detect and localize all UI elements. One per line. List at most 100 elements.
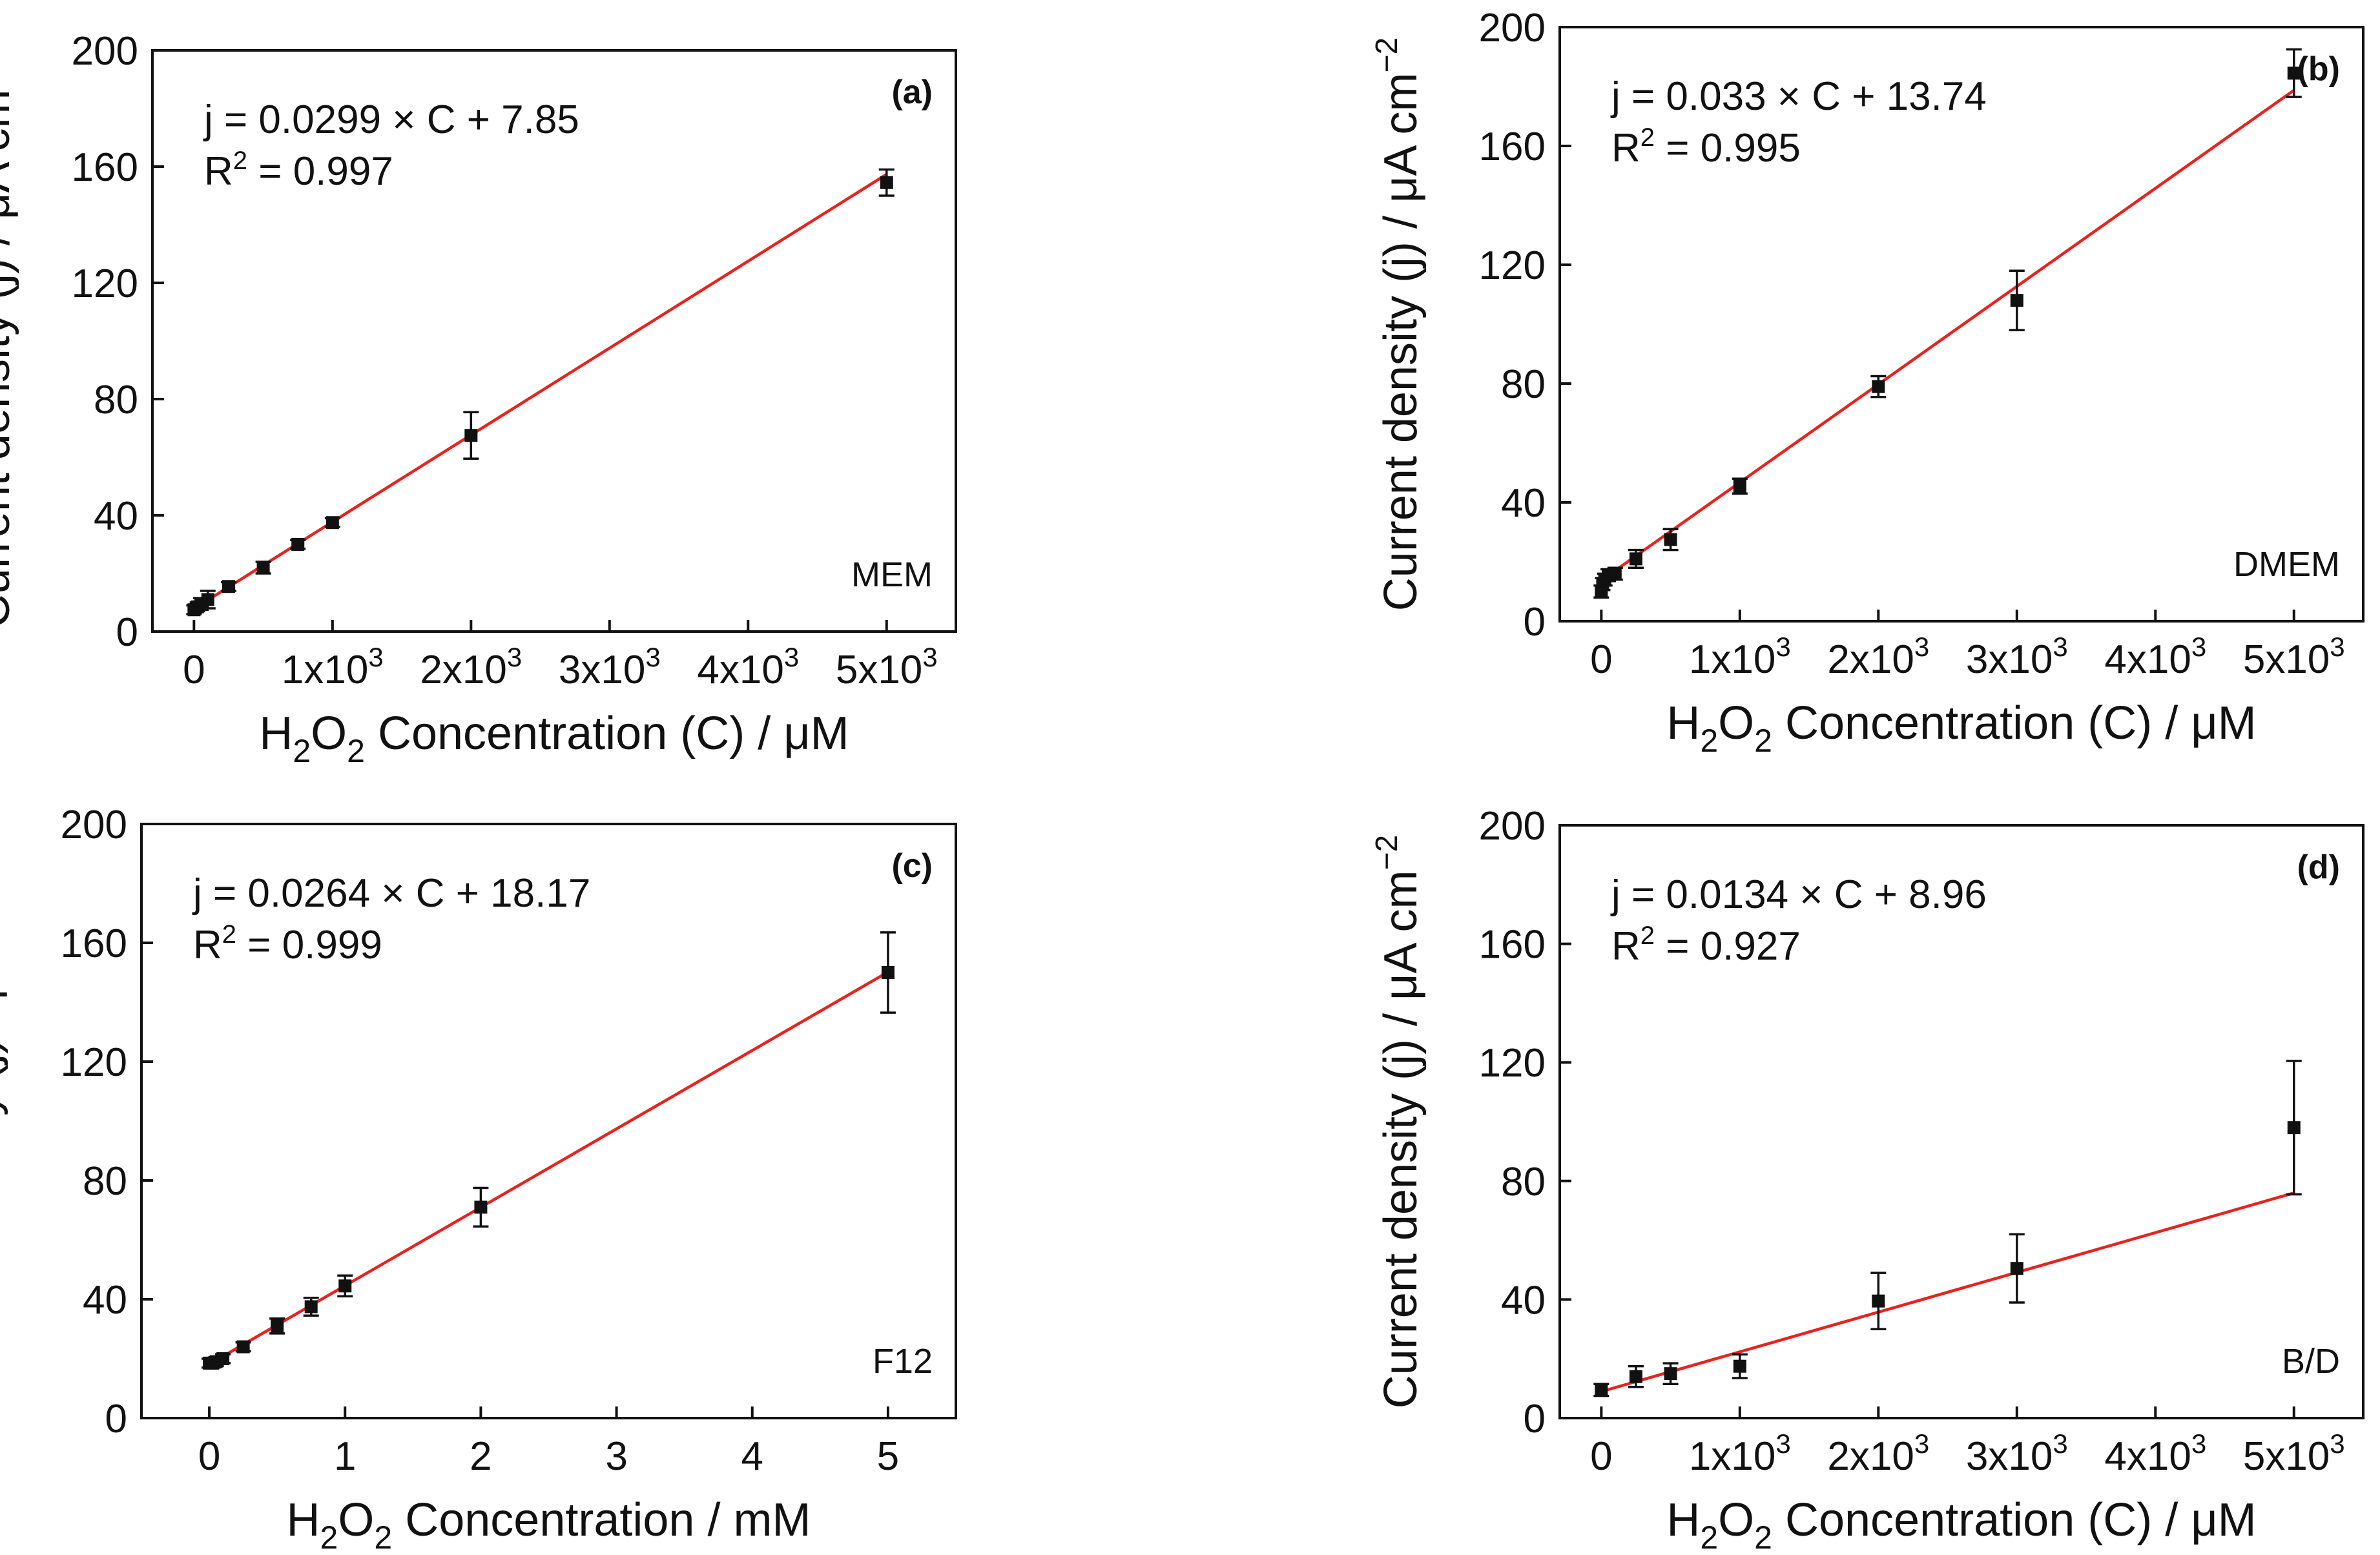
r-squared: R2 = 0.997: [204, 147, 393, 194]
x-tick-label: 1x103: [1689, 632, 1791, 682]
r-squared: R2 = 0.927: [1611, 922, 1801, 969]
x-tick-exponent: 3: [2191, 632, 2206, 662]
medium-label: B/D: [2282, 1342, 2340, 1381]
data-point: [1733, 479, 1746, 493]
chart-panel-b: 0 40 80 120 160 200 0 1x103 2x103 3x103 4x103 5x103…: [1370, 6, 2364, 759]
superscript: 2: [1640, 123, 1655, 152]
x-tick-exponent: 3: [1914, 632, 1929, 662]
x-tick-label: 0: [183, 648, 205, 692]
x-tick-exponent: 3: [2191, 1428, 2206, 1459]
y-tick-label: 80: [1501, 1160, 1546, 1204]
data-point: [1664, 1367, 1677, 1381]
x-tick-label: 3x103: [1966, 1428, 2068, 1479]
fit-line: [1600, 88, 2295, 582]
plot-frame: [1558, 26, 2364, 623]
fit-line: [208, 971, 889, 1366]
y-tick-label: 40: [1501, 1278, 1546, 1323]
superscript: −2: [1370, 37, 1404, 73]
x-tick-label: 2: [470, 1434, 492, 1479]
subscript: 2: [1700, 723, 1718, 759]
data-point: [474, 1200, 488, 1214]
data-point: [201, 593, 214, 606]
data-point: [2010, 294, 2023, 307]
y-tick-label: 200: [61, 803, 127, 847]
x-tick-label: 4x103: [2104, 632, 2206, 682]
panel-label: (d): [2297, 849, 2340, 886]
subscript: 2: [1754, 723, 1772, 759]
data-point: [236, 1340, 250, 1354]
medium-label: DMEM: [2233, 545, 2340, 584]
x-tick-label: 4x103: [697, 642, 799, 692]
r-squared: R2 = 0.999: [193, 920, 382, 967]
y-tick-label: 200: [1479, 804, 1546, 849]
x-axis-label: H2O2 Concentration (C) / μM: [1666, 697, 2256, 759]
data-point: [881, 966, 895, 979]
y-tick-label: 200: [72, 29, 138, 74]
y-tick-label: 0: [116, 610, 138, 655]
x-tick-exponent: 3: [507, 642, 522, 672]
x-tick-label: 2x103: [1827, 1428, 1929, 1479]
y-axis-label: Current density (j) / μA cm−2: [1370, 37, 1427, 611]
subscript: 2: [374, 1519, 392, 1555]
x-tick-label: 5x103: [2243, 632, 2345, 682]
data-point: [1608, 567, 1622, 581]
plot-frame: [140, 823, 957, 1419]
x-tick-label: 0: [1590, 1434, 1612, 1479]
x-tick-exponent: 3: [2330, 1428, 2344, 1459]
y-tick-label: 120: [1479, 243, 1546, 288]
x-tick-label: 0: [198, 1434, 220, 1479]
data-point: [1733, 1359, 1746, 1373]
plot-frame: [1558, 824, 2364, 1419]
x-tick-label: 4x103: [2104, 1428, 2206, 1479]
chart-panel-c: 0 40 80 120 160 200 0 1 2 3 4 5 H2O2 Concentration /…: [0, 803, 957, 1555]
y-tick-label: 160: [72, 145, 138, 190]
superscript: 2: [222, 920, 236, 949]
subscript: 2: [1754, 1519, 1772, 1555]
y-axis-label: Current density (j) / μA cm−2: [1370, 835, 1427, 1408]
x-axis-label: H2O2 Concentration / mM: [287, 1494, 811, 1555]
x-tick-label: 1x103: [1689, 1428, 1791, 1479]
y-tick-label: 160: [1479, 923, 1546, 967]
x-tick-label: 5x103: [2243, 1428, 2345, 1479]
data-point: [271, 1319, 284, 1333]
x-axis-label: H2O2 Concentration (C) / μM: [259, 708, 849, 769]
subscript: 2: [1700, 1519, 1718, 1555]
x-tick-label: 0: [1590, 637, 1612, 682]
subscript: 2: [320, 1519, 338, 1555]
fit-line: [1600, 1191, 2295, 1394]
x-tick-label: 1x103: [282, 642, 384, 692]
x-tick-exponent: 3: [2330, 632, 2344, 662]
x-tick-exponent: 3: [645, 642, 660, 672]
x-tick-exponent: 3: [1914, 1428, 1929, 1459]
y-tick-label: 0: [105, 1397, 127, 1441]
x-axis-label: H2O2 Concentration (C) / μM: [1666, 1494, 2256, 1555]
y-tick-label: 40: [1501, 481, 1546, 526]
x-tick-exponent: 3: [922, 642, 937, 672]
superscript: −2: [1370, 835, 1404, 870]
data-point: [880, 176, 893, 189]
y-tick-label: 40: [94, 494, 138, 539]
y-tick-label: 120: [72, 262, 138, 306]
chart-panel-a: 0 40 80 120 160 200 0 1x103 2x103 3x103 4x103 5x103…: [0, 29, 957, 769]
x-tick-exponent: 3: [784, 642, 799, 672]
x-tick-label: 2x103: [1827, 632, 1929, 682]
data-point: [216, 1352, 230, 1365]
fit-equation: j = 0.0264 × C + 18.17: [192, 871, 590, 916]
x-tick-label: 1: [334, 1434, 356, 1479]
data-point: [464, 429, 478, 442]
y-tick-label: 0: [1524, 1397, 1546, 1441]
data-point: [1664, 533, 1677, 546]
data-point: [304, 1300, 318, 1313]
y-tick-label: 0: [1524, 600, 1546, 644]
x-tick-label: 3: [605, 1434, 627, 1479]
x-tick-exponent: 3: [368, 642, 383, 672]
y-tick-label: 80: [83, 1159, 127, 1204]
chart-panel-d: 0 40 80 120 160 200 0 1x103 2x103 3x103 4x103 5x103…: [1370, 804, 2364, 1555]
panel-label: (b): [2297, 50, 2340, 88]
y-axis-label: Current density (j) / μA cm−2: [0, 54, 19, 628]
fit-equation: j = 0.0299 × C + 7.85: [203, 98, 579, 142]
data-point: [2287, 67, 2301, 80]
y-tick-label: 160: [61, 922, 127, 966]
data-point: [326, 516, 339, 530]
y-tick-label: 80: [1501, 362, 1546, 407]
